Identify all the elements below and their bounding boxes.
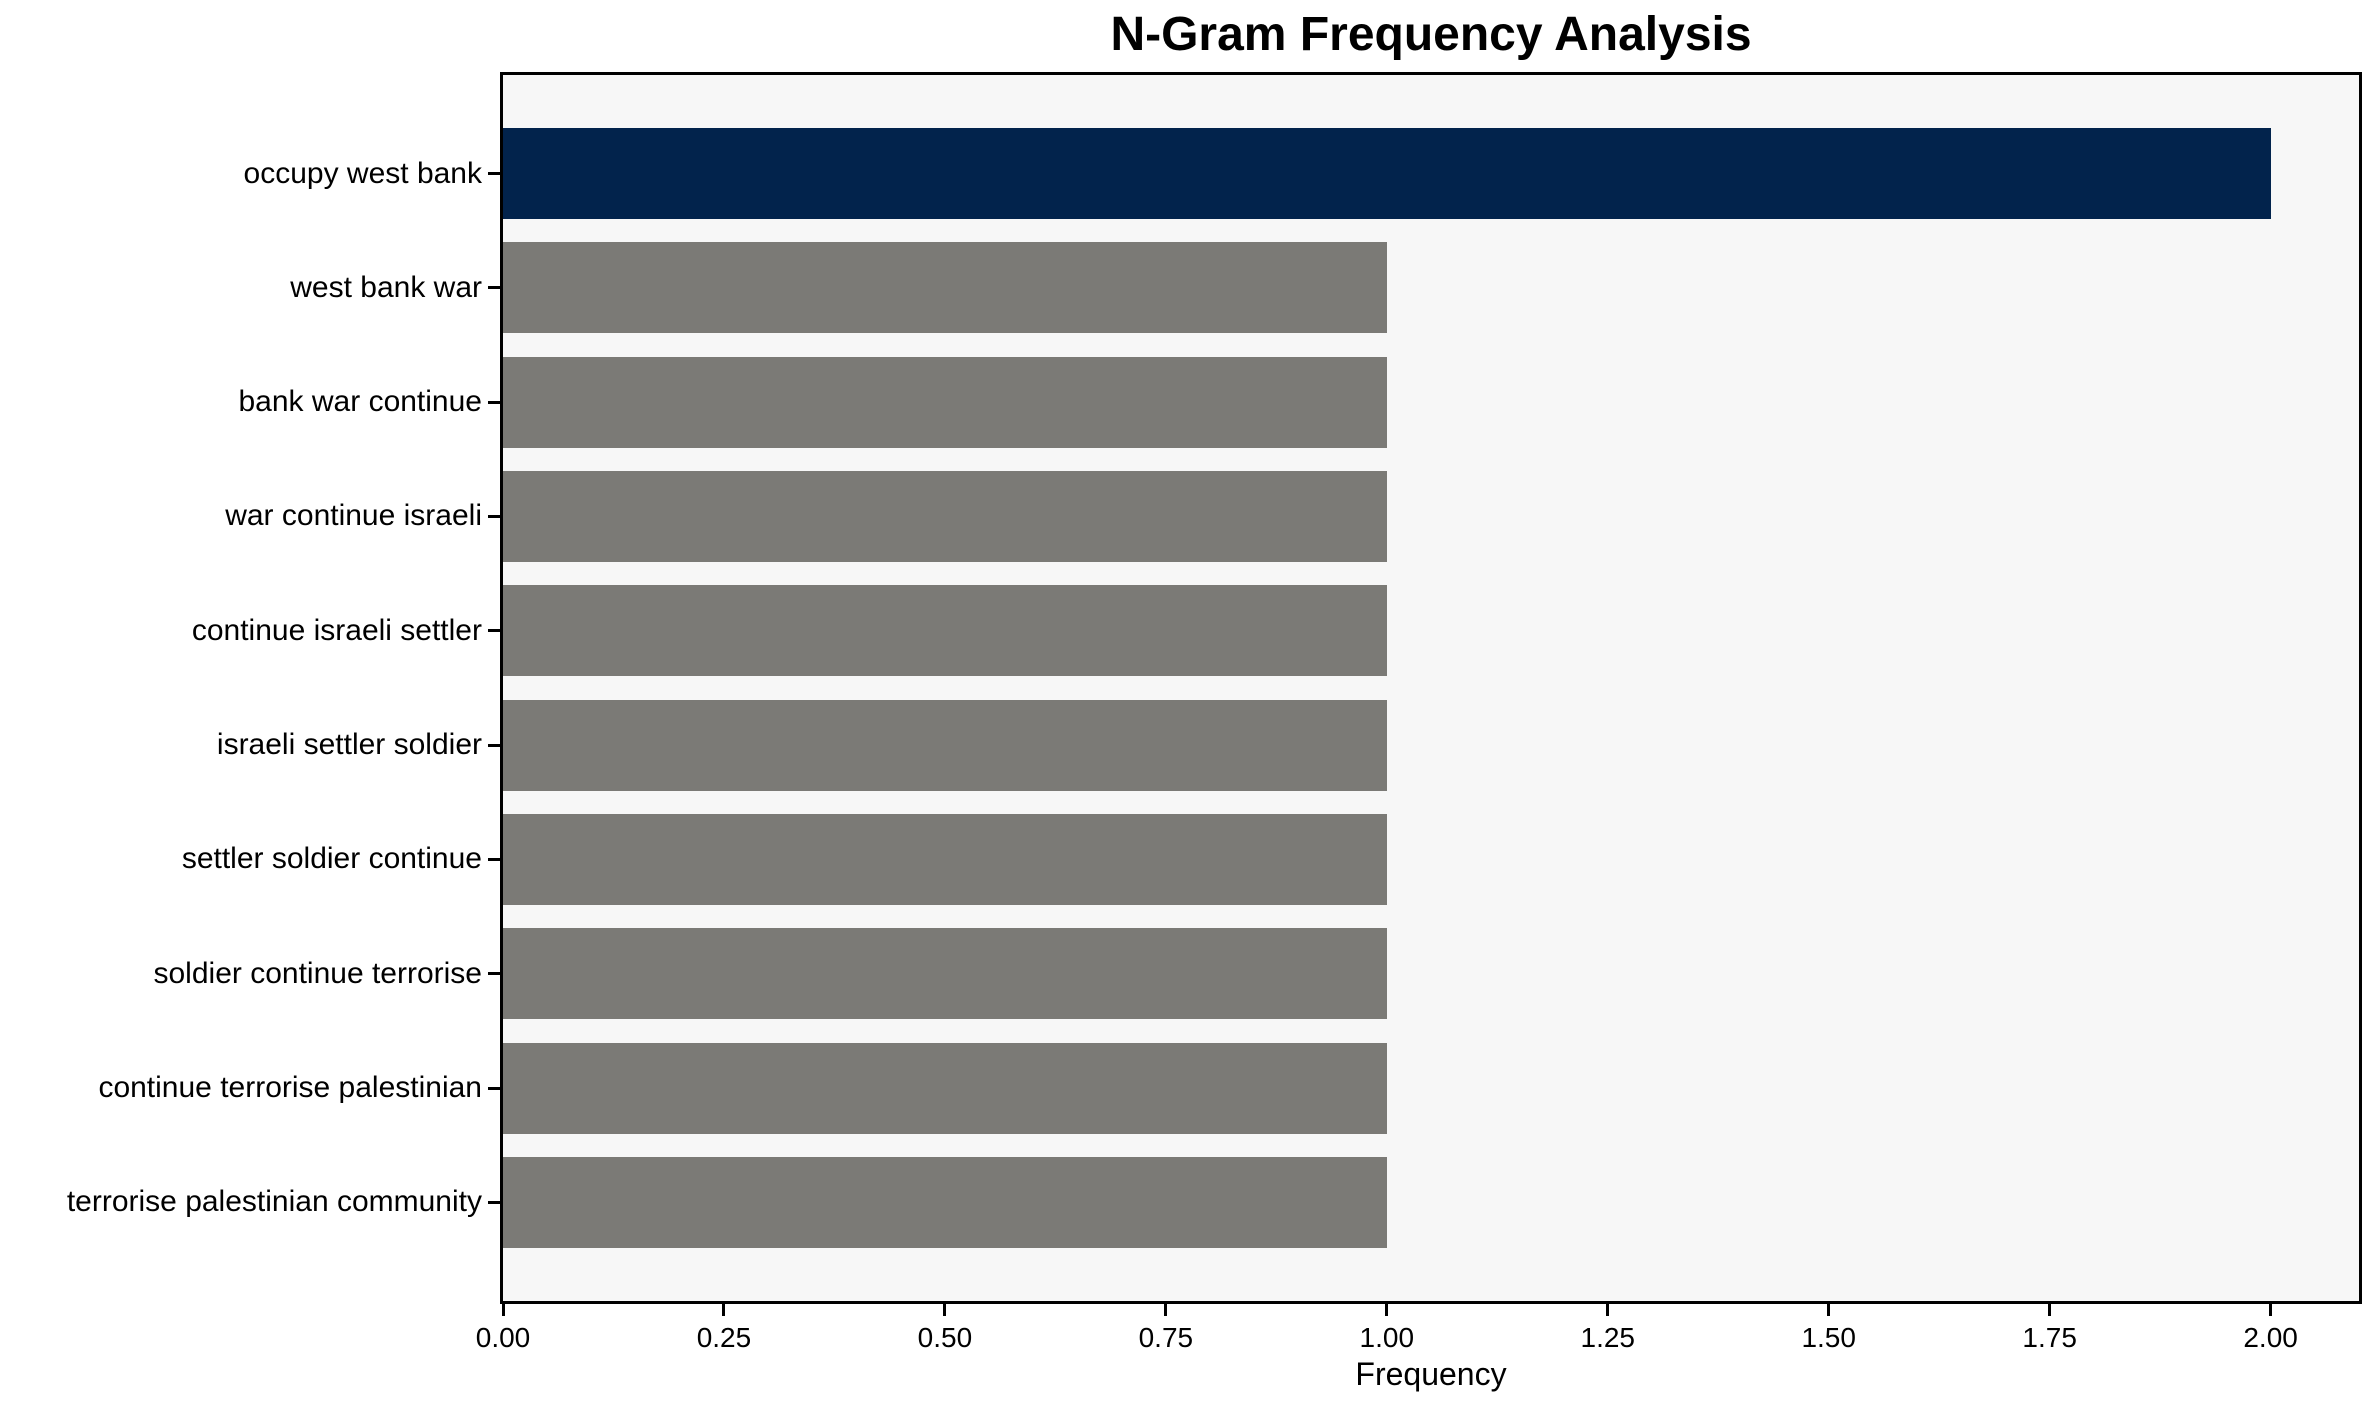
- chart-title: N-Gram Frequency Analysis: [1110, 8, 1752, 61]
- bar: [503, 1042, 1387, 1134]
- x-tick-label: 2.00: [2243, 1322, 2298, 1353]
- x-tick-label: 1.75: [2022, 1322, 2077, 1353]
- y-tick-label: continue israeli settler: [191, 613, 482, 647]
- plot-area: [500, 72, 2362, 1304]
- x-tick-mark: [943, 1304, 947, 1316]
- y-tick-label: continue terrorise palestinian: [98, 1071, 482, 1105]
- y-tick-label: bank war continue: [238, 385, 483, 419]
- x-axis-label: Frequency: [1355, 1356, 1507, 1392]
- x-tick-label: 0.25: [696, 1322, 752, 1353]
- bars-layer: [503, 75, 2359, 1301]
- x-tick-label: 0.00: [475, 1322, 531, 1353]
- x-tick-label: 0.50: [917, 1322, 973, 1353]
- x-tick-mark: [501, 1304, 505, 1316]
- bar: [503, 1156, 1387, 1248]
- x-tick-mark: [1164, 1304, 1168, 1316]
- bar: [503, 699, 1387, 791]
- bar: [503, 813, 1387, 905]
- x-tick-mark: [1385, 1304, 1389, 1316]
- x-tick-mark: [1606, 1304, 1610, 1316]
- y-tick-label: war continue israeli: [225, 499, 482, 533]
- bar: [503, 928, 1387, 1020]
- bar: [503, 585, 1387, 677]
- y-tick-label: terrorise palestinian community: [66, 1185, 482, 1219]
- x-tick-mark: [1827, 1304, 1831, 1316]
- bar: [503, 470, 1387, 562]
- y-tick-label: west bank war: [290, 270, 482, 304]
- x-tick-label: 1.00: [1359, 1322, 1415, 1353]
- bar: [503, 356, 1387, 448]
- x-tick-mark: [2269, 1304, 2273, 1316]
- x-tick-label: 1.25: [1580, 1322, 1636, 1353]
- y-tick-label: settler soldier continue: [181, 842, 482, 876]
- y-tick-label: soldier continue terrorise: [153, 956, 483, 990]
- x-tick-label: 1.50: [1801, 1322, 1856, 1353]
- y-tick-label: occupy west bank: [243, 156, 482, 190]
- bar: [503, 128, 2271, 219]
- x-tick-label: 0.75: [1138, 1322, 1194, 1353]
- x-tick-mark: [2048, 1304, 2052, 1316]
- bar: [503, 242, 1387, 334]
- y-tick-label: israeli settler soldier: [216, 728, 482, 762]
- x-tick-mark: [722, 1304, 726, 1316]
